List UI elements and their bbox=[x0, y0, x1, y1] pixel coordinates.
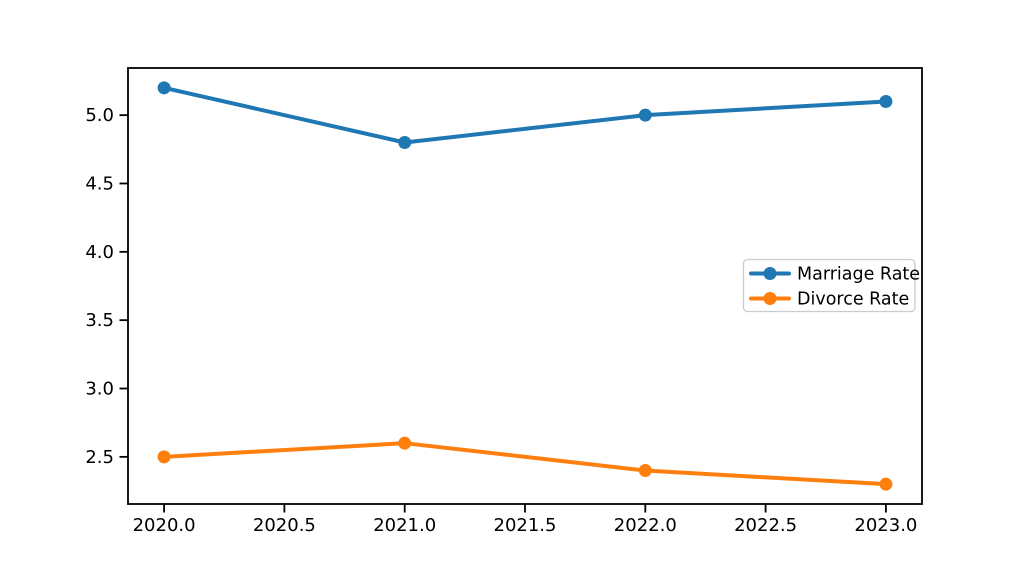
y-axis-tick-label: 4.5 bbox=[85, 173, 114, 194]
y-axis-tick-label: 3.5 bbox=[85, 310, 114, 331]
data-point-marker bbox=[157, 81, 171, 95]
x-axis-tick-label: 2020.0 bbox=[133, 515, 196, 536]
series-line-1 bbox=[162, 441, 888, 487]
legend-sample-marker bbox=[763, 292, 777, 305]
legend-label: Divorce Rate bbox=[797, 290, 909, 310]
legend: Marriage Rate Divorce Rate bbox=[742, 258, 920, 313]
y-axis-tick-label: 5.0 bbox=[85, 105, 114, 126]
x-axis-tick-label: 2020.5 bbox=[253, 515, 316, 536]
data-point-marker bbox=[398, 135, 412, 149]
data-point-marker bbox=[879, 94, 893, 108]
x-axis-tick-label: 2021.0 bbox=[373, 515, 436, 536]
legend-label: Marriage Rate bbox=[797, 265, 920, 285]
legend-item-0: Marriage Rate bbox=[749, 265, 920, 285]
x-axis-tick-label: 2023.0 bbox=[854, 515, 917, 536]
y-axis-tick-label: 3.0 bbox=[85, 379, 114, 400]
x-axis-tick-label: 2021.5 bbox=[494, 515, 557, 536]
y-axis-tick-label: 2.5 bbox=[85, 447, 114, 468]
x-axis-tick-label: 2022.0 bbox=[614, 515, 677, 536]
data-point-marker bbox=[638, 464, 652, 478]
x-axis-tick-label: 2022.5 bbox=[734, 515, 797, 536]
data-point-marker bbox=[157, 450, 171, 464]
data-point-marker bbox=[879, 477, 893, 491]
y-axis-tick-label: 4.0 bbox=[85, 242, 114, 263]
legend-item-1: Divorce Rate bbox=[749, 290, 909, 310]
series-line-0 bbox=[162, 85, 888, 145]
axes-spines bbox=[127, 67, 923, 505]
data-point-marker bbox=[638, 108, 652, 122]
data-point-marker bbox=[398, 436, 412, 450]
legend-sample-marker bbox=[763, 267, 777, 280]
